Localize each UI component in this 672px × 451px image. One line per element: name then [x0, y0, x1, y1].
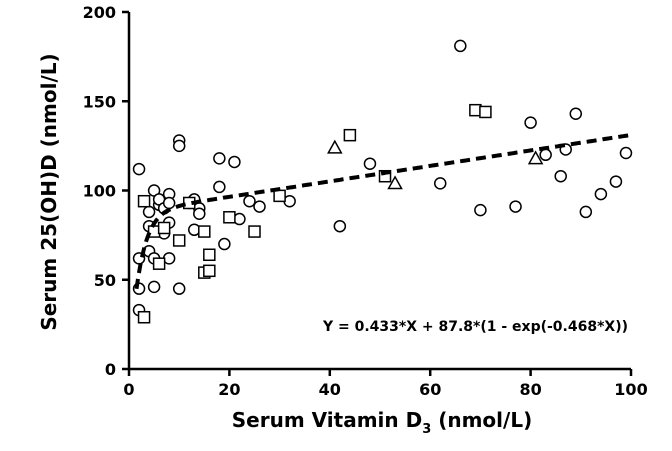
data-point-circle	[142, 205, 156, 219]
x-tick-label: 20	[218, 380, 240, 399]
axes	[127, 12, 631, 371]
x-axis-title-subscript: 3	[422, 422, 431, 437]
tick-marks	[122, 10, 633, 376]
data-point-circle	[333, 219, 347, 233]
fit-equation: Y = 0.433*X + 87.8*(1 - exp(-0.468*X))	[322, 319, 628, 335]
x-axis-title: Serum Vitamin D3 (nmol/L)	[232, 408, 532, 437]
data-point-circle	[243, 194, 256, 208]
data-point-circle	[594, 187, 608, 201]
data-point-square	[248, 225, 261, 238]
y-axis-title: Serum 25(OH)D (nmol/L)	[37, 53, 61, 330]
x-axis-title-unit: (nmol/L)	[431, 408, 532, 432]
data-point-square	[378, 169, 392, 183]
data-point-triangle	[527, 150, 544, 165]
data-point-circle	[554, 169, 567, 183]
data-point-circle	[619, 146, 633, 160]
fit-curve	[134, 133, 632, 290]
data-point-circle	[172, 282, 186, 295]
data-point-circle	[213, 152, 226, 165]
data-point-circle	[609, 175, 623, 188]
data-point-square	[137, 194, 151, 208]
y-tick-label: 100	[83, 182, 116, 201]
data-point-circle	[218, 237, 231, 251]
data-point-circle	[579, 205, 593, 219]
data-point-circle	[524, 116, 537, 129]
data-point-square	[203, 248, 216, 262]
data-point-circle	[213, 180, 226, 194]
y-tick-label: 0	[105, 360, 116, 379]
data-point-circle	[228, 155, 241, 169]
data-point-square	[203, 264, 216, 278]
data-point-circle	[147, 280, 161, 294]
data-point-circle	[454, 39, 467, 53]
data-point-circle	[539, 148, 552, 162]
data-point-square	[172, 234, 186, 247]
data-point-circle	[363, 157, 377, 170]
x-tick-label: 60	[419, 380, 441, 399]
data-point-square	[152, 257, 166, 270]
data-point-circle	[132, 162, 146, 176]
x-axis-title-main: Serum Vitamin D	[232, 408, 422, 432]
data-point-circle	[474, 203, 487, 217]
data-point-circle	[509, 200, 522, 213]
x-tick-label: 40	[319, 380, 341, 399]
data-point-square	[137, 310, 151, 324]
data-point-square	[273, 189, 286, 203]
tick-labels: 0 50 100 150 200 0 20 40 60 80 100	[83, 3, 648, 399]
data-point-circle	[569, 107, 583, 120]
data-point-circle	[193, 207, 206, 220]
data-point-triangle	[327, 139, 343, 154]
y-tick-label: 50	[94, 271, 116, 290]
data-point-circle	[162, 196, 176, 210]
data-point-circle	[253, 200, 266, 213]
data-point-circle	[172, 139, 186, 153]
x-tick-label: 100	[614, 380, 647, 399]
y-tick-label: 150	[83, 92, 116, 111]
data-point-square	[479, 105, 492, 119]
data-point-square	[198, 225, 211, 238]
data-point-square	[157, 221, 171, 235]
y-tick-label: 200	[83, 3, 116, 22]
data-points	[132, 39, 633, 324]
data-point-square	[343, 128, 357, 142]
data-point-triangle	[387, 175, 403, 190]
data-point-square	[223, 211, 236, 224]
x-tick-label: 0	[123, 380, 134, 399]
data-point-circle	[433, 177, 447, 190]
x-tick-label: 80	[519, 380, 541, 399]
